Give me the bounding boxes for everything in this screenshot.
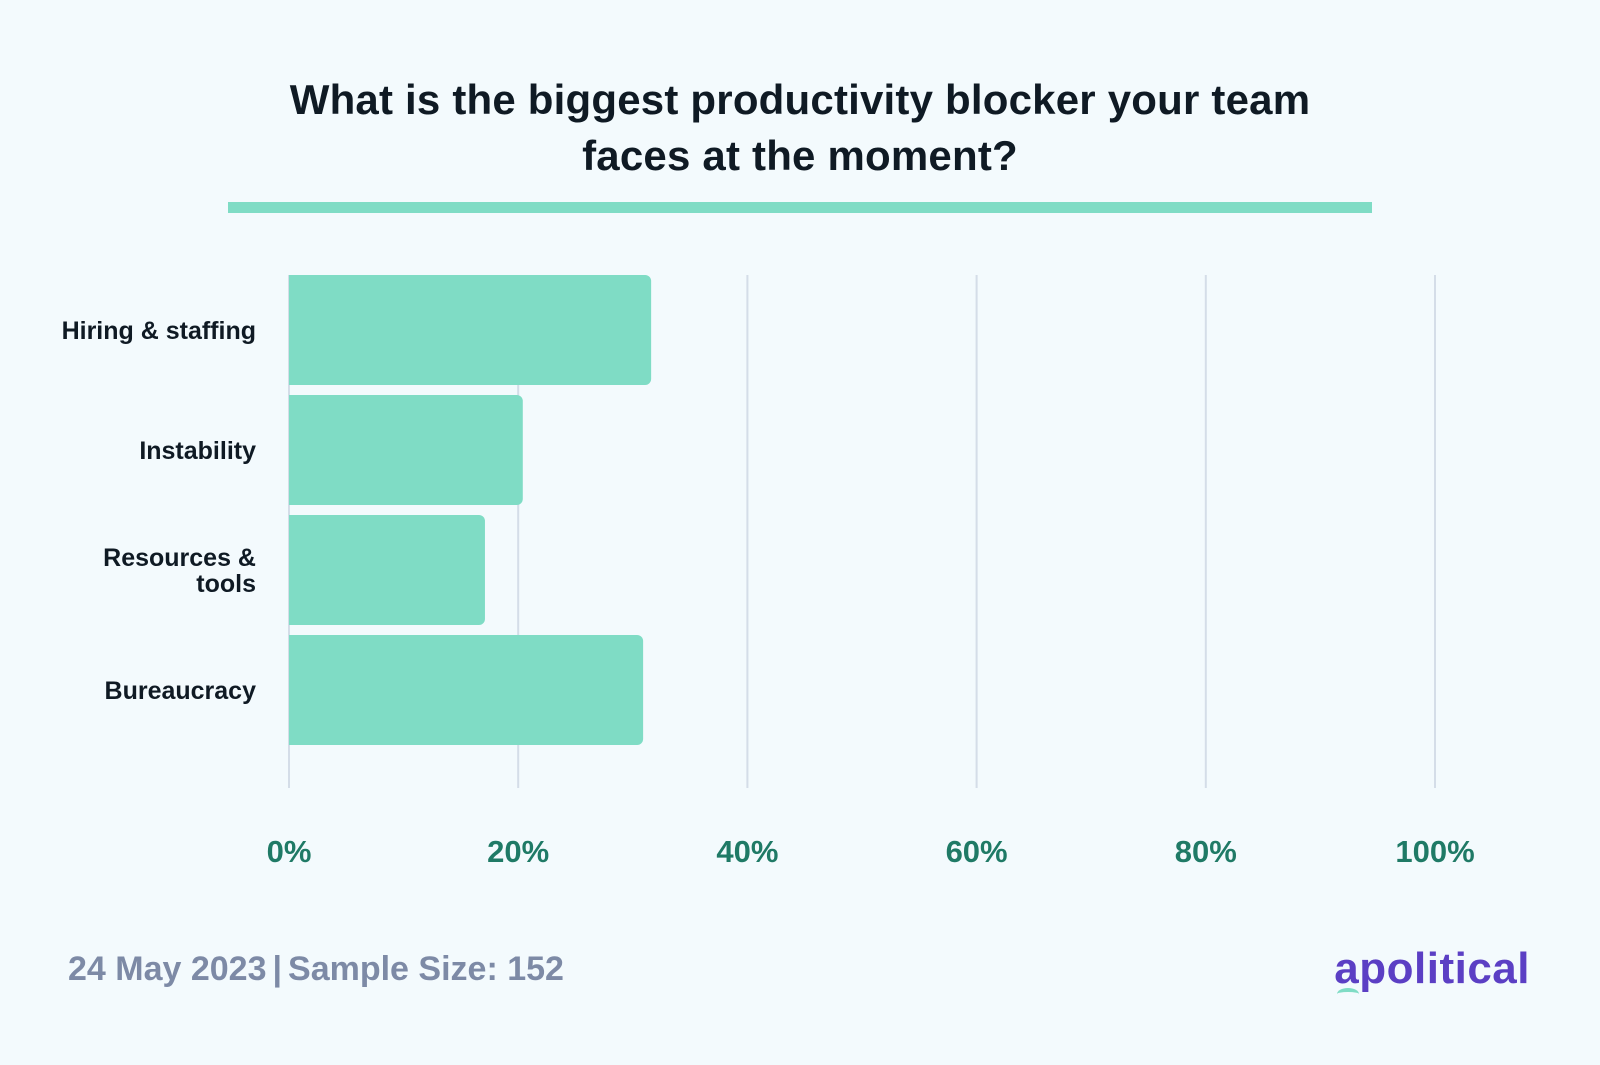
- category-label-1: Instability: [139, 437, 256, 465]
- chart-title-line-2: faces at the moment?: [582, 132, 1018, 179]
- bar-chart: Hiring & staffing Instability Resources & t…: [62, 275, 1475, 869]
- category-label-line: Hiring & staffing: [62, 317, 256, 345]
- x-tick-label: 20%: [487, 834, 549, 869]
- x-tick-labels: 0% 20% 40% 60% 80% 100%: [267, 834, 1475, 869]
- bar-3: [289, 635, 644, 745]
- x-tick-label: 40%: [716, 834, 778, 869]
- category-label-line: tools: [196, 570, 256, 598]
- x-tick-label: 60%: [946, 834, 1008, 869]
- bar-0: [289, 275, 652, 385]
- category-label-2: Resources & tools: [103, 544, 256, 598]
- category-labels: Hiring & staffing Instability Resources & t…: [62, 317, 257, 705]
- footer-separator: |: [272, 950, 283, 988]
- footer-sample-size: Sample Size: 152: [288, 950, 564, 988]
- bars: [289, 275, 652, 745]
- category-label-0: Hiring & staffing: [62, 317, 256, 345]
- footer-info: 24 May 2023 | Sample Size: 152: [68, 950, 564, 989]
- logo-text: apolitical: [1334, 944, 1530, 993]
- x-tick-label: 100%: [1395, 834, 1474, 869]
- x-tick-label: 80%: [1175, 834, 1237, 869]
- category-label-line: Bureaucracy: [105, 677, 257, 705]
- footer-date: 24 May 2023: [68, 950, 267, 988]
- title-underline: [228, 202, 1372, 213]
- bar-1: [289, 395, 523, 505]
- x-tick-label: 0%: [267, 834, 312, 869]
- apolitical-logo: apolitical: [1334, 944, 1530, 994]
- category-label-3: Bureaucracy: [105, 677, 257, 705]
- chart-title-line-1: What is the biggest productivity blocker…: [289, 76, 1311, 123]
- chart-title: What is the biggest productivity blocker…: [200, 72, 1400, 184]
- category-label-line: Instability: [139, 437, 256, 465]
- logo-swoosh-icon: [1337, 988, 1360, 1000]
- category-label-line: Resources &: [103, 544, 256, 572]
- bar-2: [289, 515, 485, 625]
